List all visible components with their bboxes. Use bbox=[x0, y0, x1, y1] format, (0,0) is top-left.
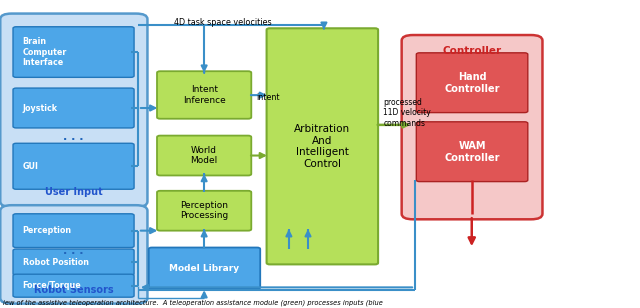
FancyBboxPatch shape bbox=[13, 27, 134, 77]
FancyBboxPatch shape bbox=[13, 214, 134, 248]
FancyBboxPatch shape bbox=[13, 143, 134, 189]
FancyBboxPatch shape bbox=[13, 88, 134, 128]
Text: Robot Sensors: Robot Sensors bbox=[34, 285, 114, 295]
Text: Robot Position: Robot Position bbox=[22, 257, 88, 267]
FancyBboxPatch shape bbox=[402, 35, 543, 219]
FancyBboxPatch shape bbox=[0, 14, 147, 207]
Text: Perception: Perception bbox=[22, 226, 72, 235]
Text: Perception
Processing: Perception Processing bbox=[180, 201, 228, 221]
Text: 4D task space velocities: 4D task space velocities bbox=[174, 18, 272, 27]
Text: processed
11D velocity
commands: processed 11D velocity commands bbox=[383, 98, 431, 128]
Text: Arbitration
And
Intelligent
Control: Arbitration And Intelligent Control bbox=[294, 124, 350, 169]
Text: WAM
Controller: WAM Controller bbox=[444, 141, 500, 163]
FancyBboxPatch shape bbox=[416, 53, 528, 113]
FancyBboxPatch shape bbox=[157, 71, 252, 119]
Text: Intent
Inference: Intent Inference bbox=[183, 85, 225, 105]
Text: Brain
Computer
Interface: Brain Computer Interface bbox=[22, 37, 67, 67]
Text: intent: intent bbox=[256, 93, 279, 102]
FancyBboxPatch shape bbox=[267, 28, 378, 264]
Text: Controller: Controller bbox=[442, 46, 502, 56]
Text: · · ·: · · · bbox=[63, 135, 84, 145]
FancyBboxPatch shape bbox=[157, 136, 252, 176]
Text: iew of the assistive teleoperation architecture.  A teleoperation assistance mod: iew of the assistive teleoperation archi… bbox=[3, 299, 383, 306]
FancyBboxPatch shape bbox=[148, 248, 260, 289]
Text: Force/Torque: Force/Torque bbox=[22, 281, 81, 290]
FancyBboxPatch shape bbox=[416, 122, 528, 182]
FancyBboxPatch shape bbox=[13, 274, 134, 297]
FancyBboxPatch shape bbox=[0, 205, 147, 304]
Text: · · ·: · · · bbox=[63, 249, 84, 259]
Text: Joystick: Joystick bbox=[22, 103, 58, 112]
Text: Hand
Controller: Hand Controller bbox=[444, 72, 500, 94]
Text: User Input: User Input bbox=[45, 187, 103, 197]
Text: Model Library: Model Library bbox=[170, 264, 239, 273]
FancyBboxPatch shape bbox=[157, 191, 252, 231]
FancyBboxPatch shape bbox=[13, 249, 134, 275]
Text: GUI: GUI bbox=[22, 162, 38, 171]
Text: World
Model: World Model bbox=[191, 146, 218, 165]
